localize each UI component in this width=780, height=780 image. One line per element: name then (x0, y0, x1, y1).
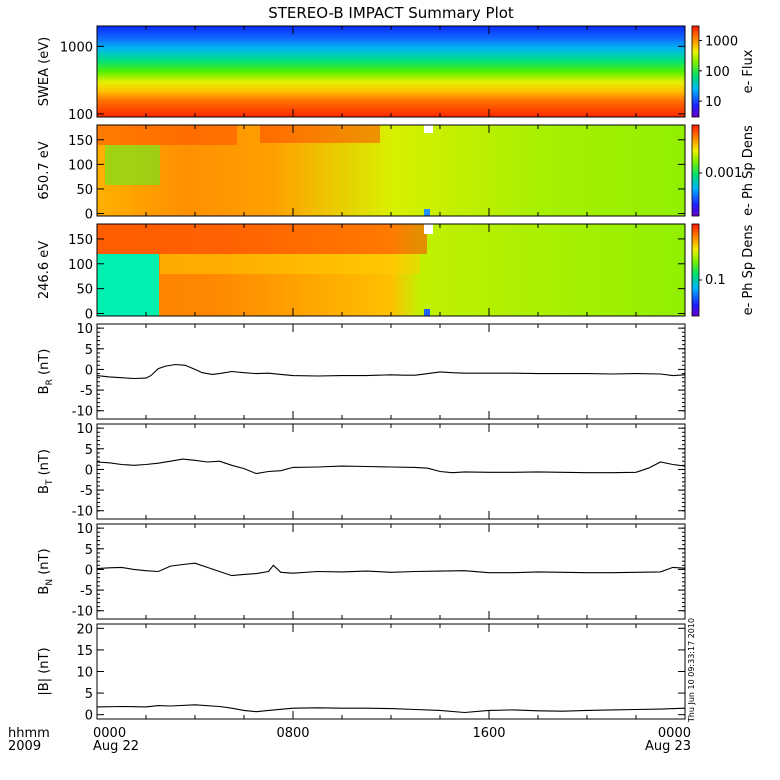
pad650-green-patch (105, 145, 160, 185)
series-line-br (96, 363, 686, 380)
y-axis-label-unit: (nT) (37, 548, 52, 578)
pad246-gap (424, 224, 433, 234)
panel-bn: 10 5 0 -5 -10 BN (nT) (37, 522, 686, 620)
y-tick-label: 100 (68, 108, 93, 123)
y-axis-label-text: |B| (nT) (37, 647, 52, 695)
timestamp-label: Thu Jun 10 09:33:17 2010 (687, 618, 696, 723)
y-tick-label: 100 (68, 258, 93, 273)
y-tick-label: 5 (85, 343, 93, 358)
series-line-bmag (96, 704, 686, 714)
pad246-blue-spot (424, 309, 430, 316)
y-tick-label: 5 (85, 443, 93, 458)
y-tick-label: 15 (76, 644, 93, 659)
y-tick-label: -5 (80, 584, 93, 599)
y-tick-label: 0 (85, 563, 93, 578)
y-axis-label-text: SWEA (eV) (37, 37, 52, 106)
pad650-hot-band (260, 125, 380, 143)
x-format-label: hhmm (8, 726, 50, 741)
pad246-hot-band (97, 224, 427, 254)
panel-bmag: 0 5 10 15 20 |B| (nT) (37, 622, 686, 724)
x-date-label: Aug 22 (93, 739, 139, 754)
y-tick-label: 150 (68, 134, 93, 149)
panel-frame (96, 423, 686, 520)
y-tick-label: 20 (76, 622, 93, 637)
y-axis-label: SWEA (eV) (37, 37, 52, 106)
y-axis-label: BT (nT) (37, 449, 55, 494)
y-axis-label-unit: (nT) (37, 449, 52, 479)
y-axis-label: |B| (nT) (37, 647, 52, 695)
y-tick-label: -10 (72, 405, 93, 420)
panel-pad246: 0.1 e- Ph Sp Dens 0 50 100 150 246.6 eV (37, 223, 756, 323)
y-tick-label: 10 (76, 666, 93, 681)
panel-frame (96, 323, 686, 420)
colorbar-label: e- Ph Sp Dens (741, 224, 756, 315)
x-tick-label: 0800 (276, 726, 309, 741)
chart-title: STEREO-B IMPACT Summary Plot (268, 4, 514, 22)
panel-frame (96, 523, 686, 620)
y-axis-label: BN (nT) (37, 548, 55, 594)
y-tick-label: 50 (76, 183, 93, 198)
y-tick-label: 0 (85, 709, 93, 724)
colorbar-tick-label: 10 (705, 95, 722, 110)
y-tick-label: 150 (68, 233, 93, 248)
x-tick-label: 0000 (658, 726, 691, 741)
y-axis-label-text: B (37, 485, 52, 494)
y-axis-label-unit: (nT) (37, 349, 52, 379)
y-tick-label: 10 (76, 422, 93, 437)
y-tick-label: 1000 (60, 40, 93, 55)
pad650-blue-spot (424, 209, 430, 216)
y-axis-label: BR (nT) (37, 349, 55, 395)
y-tick-label: 0 (85, 208, 93, 223)
y-tick-label: -10 (72, 605, 93, 620)
y-tick-label: 5 (85, 543, 93, 558)
y-tick-label: -10 (72, 505, 93, 520)
colorbar-pad246 (691, 223, 700, 317)
series-line-bt (96, 458, 686, 475)
pad650-gap (424, 125, 433, 133)
y-tick-label: -5 (80, 384, 93, 399)
y-axis-label-text: B (37, 385, 52, 394)
colorbar-label: e- Ph Sp Dens (741, 125, 756, 216)
pad650-hot-band (97, 125, 237, 145)
x-date-label: Aug 23 (645, 739, 691, 754)
y-tick-label: 100 (68, 158, 93, 173)
colorbar-swea (691, 25, 700, 118)
x-tick-label: 0000 (93, 726, 126, 741)
y-tick-label: 0 (85, 308, 93, 323)
y-axis-label-text: B (37, 586, 52, 595)
y-axis-label-subscript: T (45, 479, 55, 486)
x-tick-label: 1600 (472, 726, 505, 741)
colorbar-tick-label: 0.001 (705, 166, 742, 181)
pad246-yellow-band (160, 254, 420, 274)
colorbar-tick-label: 0.1 (705, 273, 726, 288)
colorbar-tick-label: 1000 (705, 34, 738, 49)
x-year-label: 2009 (8, 739, 41, 754)
y-tick-label: 0 (85, 363, 93, 378)
y-tick-label: 5 (85, 687, 93, 702)
y-axis-label-subscript: N (45, 579, 55, 586)
y-axis-label-text: 650.7 eV (37, 141, 52, 199)
y-axis-label-subscript: R (45, 379, 55, 385)
y-tick-label: 0 (85, 463, 93, 478)
panel-bt: 10 5 0 -5 -10 BT (nT) (37, 422, 686, 520)
y-tick-label: -5 (80, 484, 93, 499)
panel-br: 10 5 0 -5 -10 BR (nT) (37, 322, 686, 420)
y-tick-label: 10 (76, 522, 93, 537)
y-axis-label: 246.6 eV (37, 241, 52, 299)
y-tick-label: 10 (76, 322, 93, 337)
colorbar-tick-label: 100 (705, 65, 730, 80)
series-line-bn (96, 562, 686, 577)
colorbar-label: e- Flux (741, 49, 756, 93)
y-axis-label-text: 246.6 eV (37, 241, 52, 299)
swea-spectrogram (97, 26, 685, 117)
colorbar-pad650 (691, 124, 700, 217)
y-tick-label: 50 (76, 283, 93, 298)
pad246-cyan-patch (97, 254, 159, 316)
y-axis-label: 650.7 eV (37, 141, 52, 199)
